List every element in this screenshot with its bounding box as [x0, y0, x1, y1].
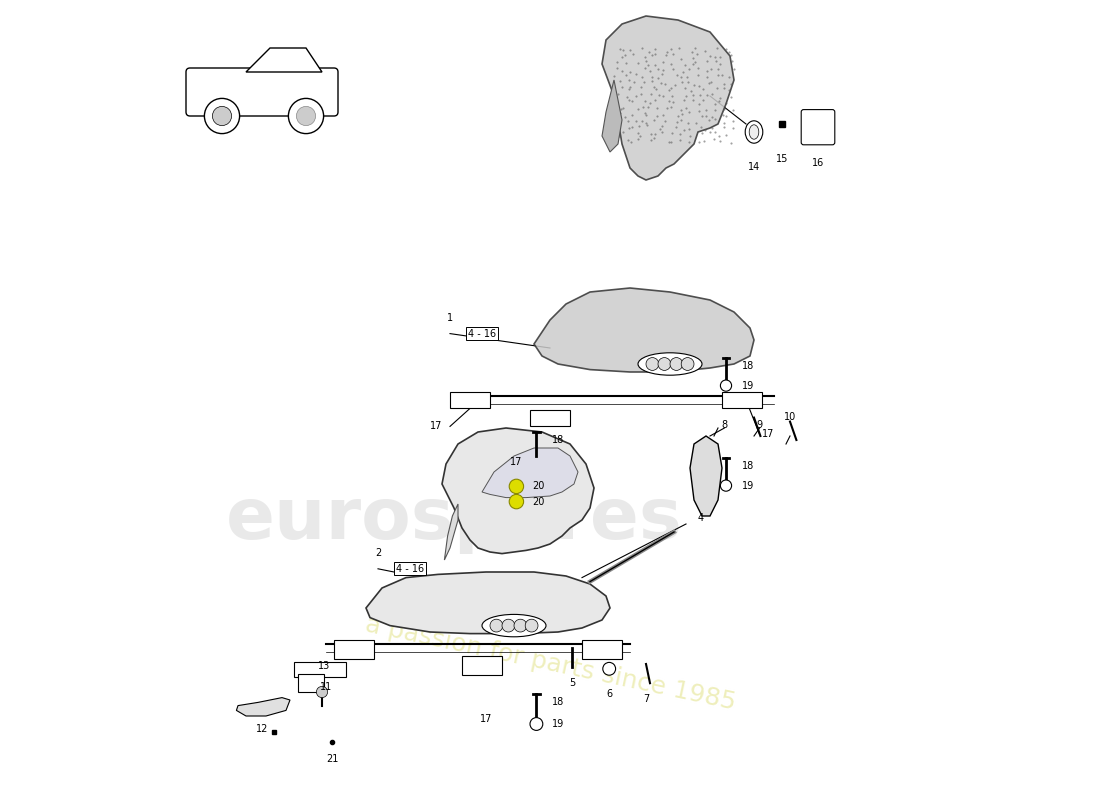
Circle shape	[720, 480, 732, 491]
Circle shape	[490, 619, 503, 632]
Circle shape	[658, 358, 671, 370]
Bar	[294, 662, 346, 677]
Polygon shape	[246, 48, 322, 72]
Bar	[298, 674, 323, 692]
Polygon shape	[482, 448, 578, 498]
Text: eurospares: eurospares	[226, 486, 682, 554]
Text: 17: 17	[430, 422, 442, 431]
Circle shape	[509, 494, 524, 509]
Bar	[462, 656, 502, 675]
Circle shape	[288, 98, 323, 134]
Text: 19: 19	[552, 719, 564, 729]
Text: 18: 18	[742, 461, 755, 470]
Text: 1: 1	[447, 314, 453, 323]
Text: 13: 13	[318, 661, 330, 670]
Text: 4: 4	[698, 514, 704, 523]
Text: 20: 20	[532, 482, 544, 491]
Text: 12: 12	[256, 724, 268, 734]
Circle shape	[670, 358, 683, 370]
Text: 10: 10	[784, 412, 796, 422]
Text: 20: 20	[532, 497, 544, 506]
Text: 8: 8	[722, 420, 727, 430]
Circle shape	[514, 619, 527, 632]
Text: 18: 18	[742, 361, 755, 370]
Circle shape	[646, 358, 659, 370]
Circle shape	[212, 106, 232, 126]
Circle shape	[296, 106, 316, 126]
Text: 17: 17	[509, 458, 522, 467]
Ellipse shape	[482, 614, 546, 637]
Text: 11: 11	[320, 682, 332, 691]
Ellipse shape	[749, 125, 759, 139]
Circle shape	[525, 619, 538, 632]
Polygon shape	[366, 572, 610, 634]
Text: 17: 17	[762, 430, 774, 439]
Circle shape	[317, 686, 328, 698]
Ellipse shape	[638, 353, 702, 375]
Circle shape	[681, 358, 694, 370]
Text: 6: 6	[606, 689, 613, 699]
Bar	[450, 392, 490, 408]
Polygon shape	[442, 428, 594, 554]
Text: 9: 9	[757, 420, 762, 430]
Polygon shape	[444, 504, 458, 560]
Ellipse shape	[745, 121, 762, 143]
FancyBboxPatch shape	[801, 110, 835, 145]
Bar	[582, 640, 621, 659]
Text: 2: 2	[375, 549, 381, 558]
Polygon shape	[236, 698, 290, 716]
Text: a passion for parts since 1985: a passion for parts since 1985	[363, 613, 737, 715]
Bar	[722, 392, 762, 408]
FancyBboxPatch shape	[186, 68, 338, 116]
Text: 19: 19	[742, 381, 755, 390]
Text: 17: 17	[480, 714, 492, 723]
Polygon shape	[690, 436, 722, 516]
Text: 16: 16	[812, 158, 824, 169]
Text: 4 - 16: 4 - 16	[468, 329, 496, 338]
Text: 14: 14	[748, 162, 760, 173]
Circle shape	[502, 619, 515, 632]
Text: 21: 21	[327, 754, 339, 763]
Text: 5: 5	[570, 678, 575, 688]
Bar	[530, 410, 570, 426]
Circle shape	[530, 718, 542, 730]
Text: 18: 18	[552, 435, 564, 445]
Circle shape	[509, 479, 524, 494]
Polygon shape	[534, 288, 754, 372]
Text: 4 - 16: 4 - 16	[396, 564, 425, 574]
Circle shape	[603, 662, 616, 675]
Bar	[334, 640, 374, 659]
Circle shape	[205, 98, 240, 134]
Polygon shape	[602, 80, 621, 152]
Circle shape	[720, 380, 732, 391]
Polygon shape	[602, 16, 734, 180]
Text: 7: 7	[642, 694, 649, 704]
Text: 19: 19	[742, 481, 755, 490]
Text: 18: 18	[552, 697, 564, 706]
Text: 15: 15	[776, 154, 789, 165]
